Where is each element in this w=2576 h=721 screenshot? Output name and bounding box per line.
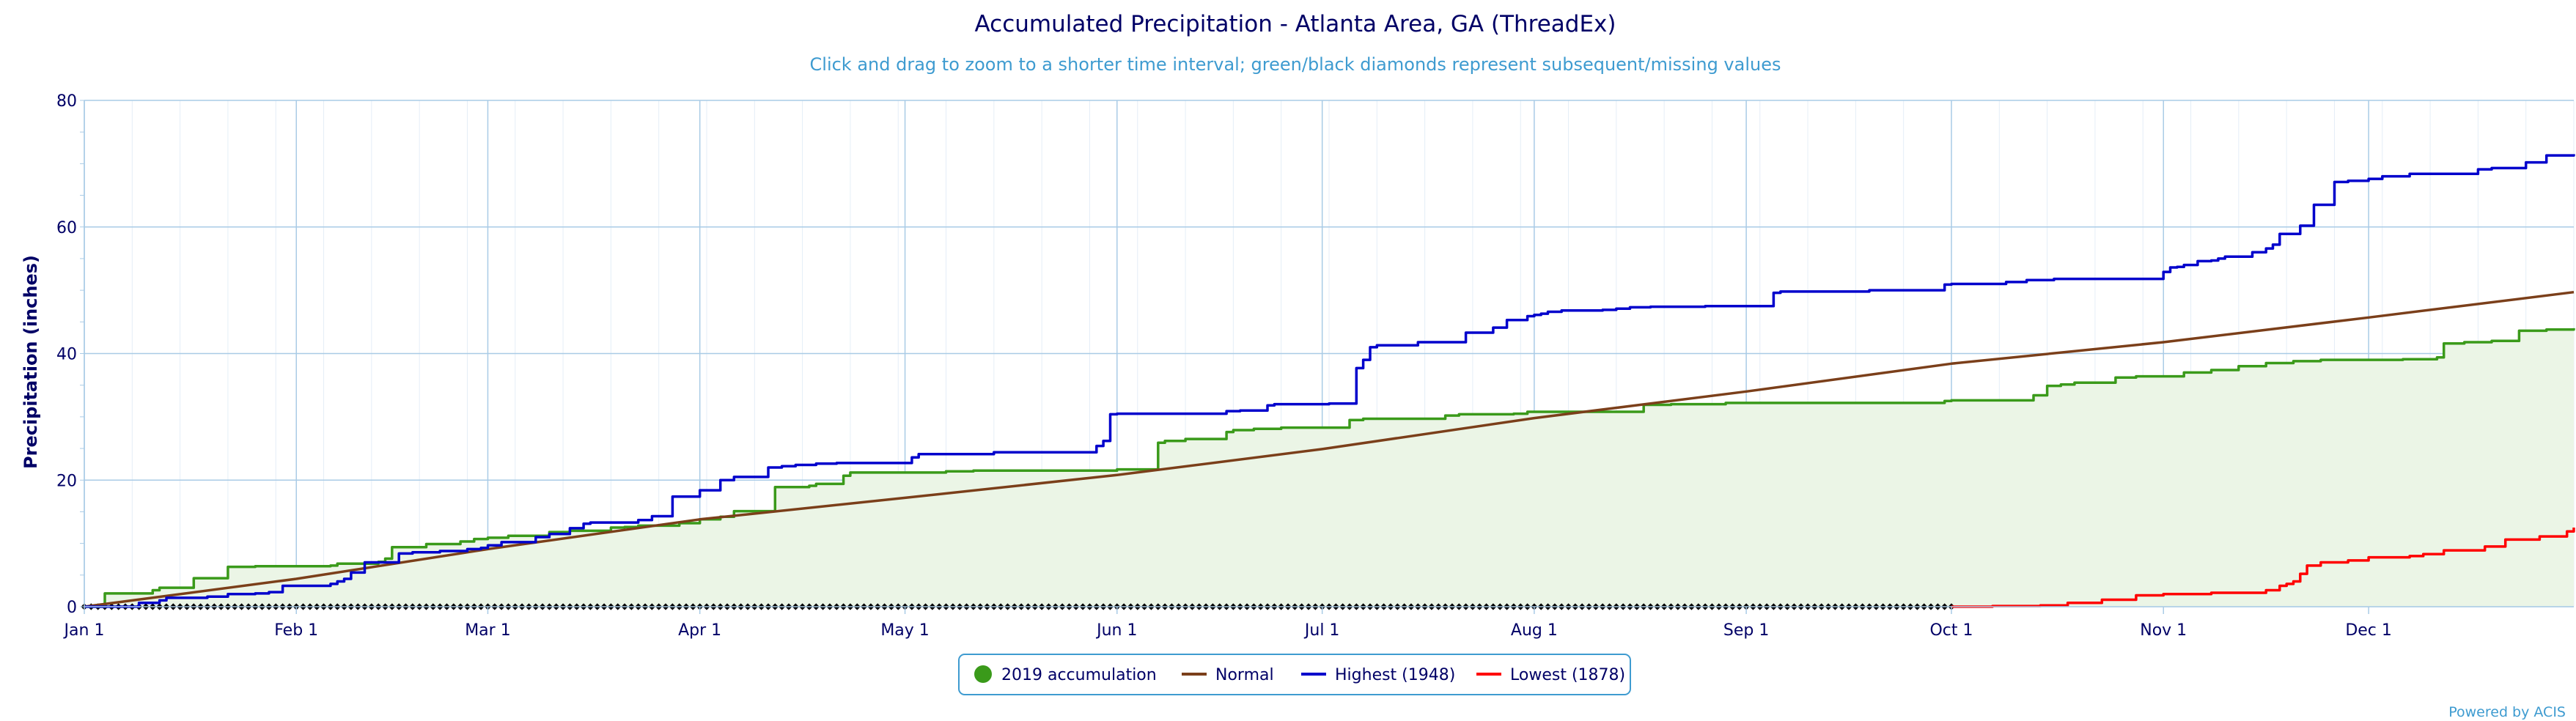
legend-label: Lowest (1878) bbox=[1510, 666, 1625, 684]
legend-box bbox=[958, 654, 1631, 695]
y-tick-label: 0 bbox=[67, 599, 77, 617]
x-tick-label: Feb 1 bbox=[274, 621, 318, 640]
series-line-2019-accumulation[interactable] bbox=[84, 328, 2575, 608]
x-tick-label: May 1 bbox=[880, 621, 929, 640]
x-tick-label: Sep 1 bbox=[1723, 621, 1769, 640]
y-axis-title: Precipitation (inches) bbox=[21, 255, 41, 469]
x-tick-label: Jul 1 bbox=[1303, 621, 1340, 640]
legend-label: Highest (1948) bbox=[1335, 666, 1455, 684]
acis-credit[interactable]: Powered by ACIS bbox=[2448, 704, 2566, 720]
legend-item-highest-1948[interactable]: Highest (1948) bbox=[1301, 666, 1455, 684]
x-tick-label: Dec 1 bbox=[2345, 621, 2392, 640]
x-tick-label: Jan 1 bbox=[63, 621, 105, 640]
legend-label: 2019 accumulation bbox=[1001, 666, 1157, 684]
x-tick-label: Oct 1 bbox=[1929, 621, 1973, 640]
plot-area[interactable] bbox=[81, 154, 2575, 610]
x-tick-label: Aug 1 bbox=[1511, 621, 1558, 640]
legend-label: Normal bbox=[1215, 666, 1274, 684]
chart-title: Accumulated Precipitation - Atlanta Area… bbox=[975, 11, 1616, 37]
legend-item-lowest-1878[interactable]: Lowest (1878) bbox=[1476, 666, 1625, 684]
x-tick-label: Nov 1 bbox=[2140, 621, 2187, 640]
y-tick-label: 20 bbox=[56, 472, 77, 490]
legend-symbol-dot bbox=[974, 665, 992, 683]
x-tick-label: Jun 1 bbox=[1095, 621, 1137, 640]
y-tick-label: 40 bbox=[56, 346, 77, 364]
y-tick-label: 80 bbox=[56, 92, 77, 111]
x-tick-label: Apr 1 bbox=[678, 621, 721, 640]
chart-subtitle: Click and drag to zoom to a shorter time… bbox=[810, 54, 1781, 75]
series-2019-accumulation-area bbox=[84, 328, 2574, 607]
axes: Jan 1 Feb 1 Mar 1 Apr 1 May 1 Jun 1 Jul 1 Aug 1… bbox=[56, 92, 2574, 640]
legend-item-normal[interactable]: Normal bbox=[1182, 666, 1274, 684]
series-line-highest-1948[interactable] bbox=[84, 154, 2575, 608]
series-line-lowest-1878[interactable] bbox=[1951, 528, 2575, 608]
x-tick-label: Mar 1 bbox=[465, 621, 511, 640]
legend-item-2019-accumulation[interactable]: 2019 accumulation bbox=[974, 665, 1157, 684]
legend[interactable]: 2019 accumulation Normal Highest (1948) Low… bbox=[958, 654, 1631, 695]
y-tick-label: 60 bbox=[56, 219, 77, 237]
